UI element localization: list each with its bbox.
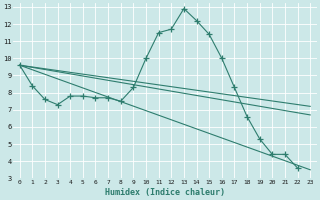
- X-axis label: Humidex (Indice chaleur): Humidex (Indice chaleur): [105, 188, 225, 197]
